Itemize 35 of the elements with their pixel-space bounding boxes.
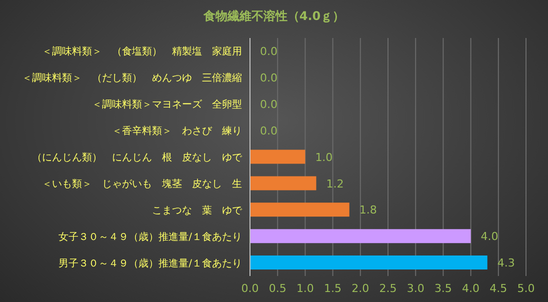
x-tick-label: 1.5 (324, 282, 342, 295)
data-label: 0.0 (260, 72, 278, 85)
chart-title: 食物繊維不溶性（4.0ｇ） (202, 8, 346, 25)
x-tick-label: 4.5 (490, 282, 508, 295)
bar (250, 229, 471, 244)
y-tick-label: ＜調味料類＞ （食塩類） 精製塩 家庭用 (42, 46, 242, 58)
data-label: 4.0 (480, 230, 498, 244)
y-tick-label: ＜香辛料類＞ わさび 練り (112, 125, 242, 138)
x-tick-label: 2.0 (352, 282, 370, 295)
x-tick-label: 4.0 (462, 282, 480, 295)
data-label: 1.2 (326, 177, 344, 190)
y-tick-label: こまつな 葉 ゆで (152, 204, 243, 216)
x-tick-label: 3.0 (406, 282, 424, 295)
y-tick-label: （にんじん類） にんじん 根 皮なし ゆで (32, 152, 243, 164)
y-tick-label: ＜調味料類＞マヨネーズ 全卵型 (92, 98, 242, 111)
x-tick-label: 0.0 (241, 282, 259, 295)
data-label: 1.8 (359, 204, 377, 217)
x-tick-label: 3.5 (434, 282, 452, 295)
x-tick-label: 2.5 (379, 282, 397, 295)
y-tick-label: ＜調味料類＞ （だし類） めんつゆ 三倍濃縮 (22, 72, 242, 84)
data-label: 1.0 (315, 150, 333, 164)
x-tick-label: 0.5 (268, 282, 286, 295)
data-label: 0.0 (260, 98, 278, 111)
x-tick-label: 1.0 (296, 282, 314, 295)
data-label: 0.0 (260, 124, 278, 138)
y-tick-label: 女子３０～４９（歳）推進量/１食あたり (58, 230, 242, 243)
bar (250, 176, 316, 190)
y-tick-label: 男子３０～４９（歳）推進量/１食あたり (58, 257, 242, 270)
bar (250, 202, 350, 217)
data-label: 4.3 (497, 256, 515, 270)
x-tick-label: 5.0 (517, 282, 535, 295)
y-tick-label: ＜いも類＞ じゃがいも 塊茎 皮なし 生 (42, 178, 242, 190)
bar (250, 256, 488, 270)
data-label: 0.0 (260, 45, 278, 58)
bar (250, 150, 306, 164)
